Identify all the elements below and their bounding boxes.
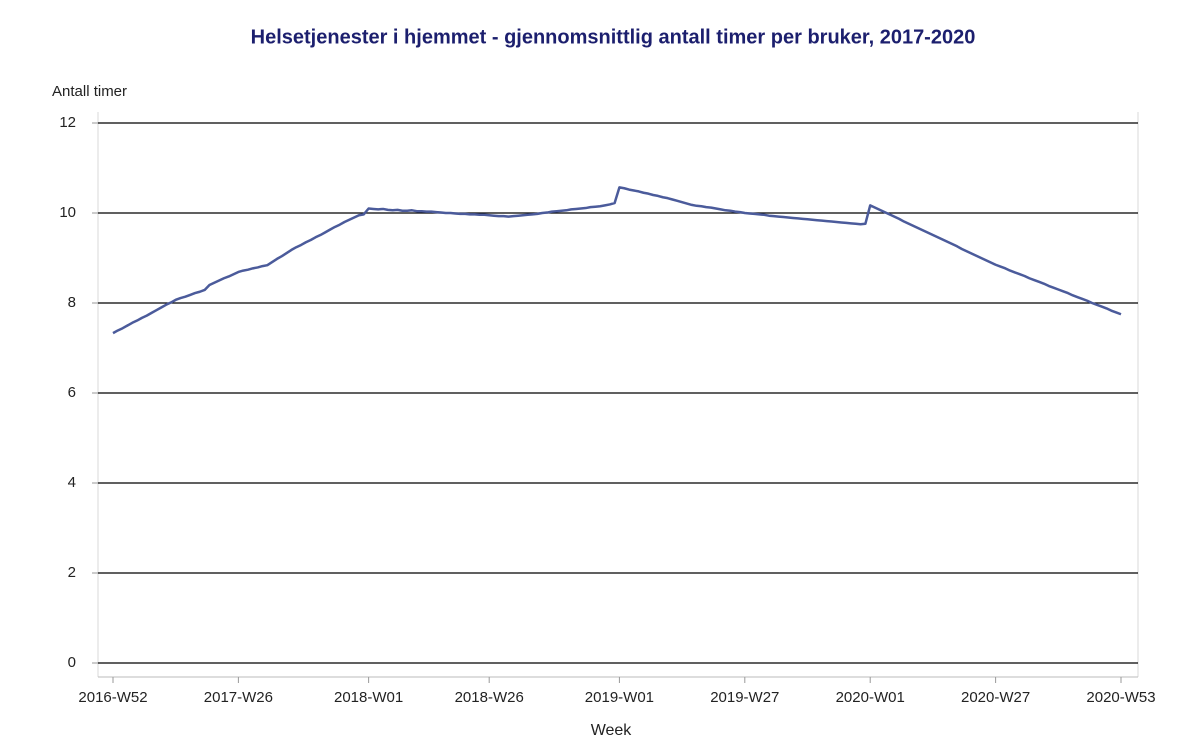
y-axis-label: Antall timer bbox=[52, 83, 127, 100]
x-tick-label: 2020-W01 bbox=[836, 689, 905, 706]
y-tick-label: 0 bbox=[68, 654, 76, 671]
x-tick-label: 2020-W27 bbox=[961, 689, 1030, 706]
y-tick-label: 10 bbox=[59, 204, 76, 221]
x-tick-label: 2019-W27 bbox=[710, 689, 779, 706]
y-tick-label: 6 bbox=[68, 384, 76, 401]
chart-title: Helsetjenester i hjemmet - gjennomsnittl… bbox=[251, 26, 976, 48]
y-tick-label: 2 bbox=[68, 564, 76, 581]
data-line bbox=[112, 186, 1122, 335]
x-tick-label: 2017-W26 bbox=[204, 689, 273, 706]
y-tick-label: 8 bbox=[68, 294, 76, 311]
x-axis-label: Week bbox=[591, 722, 633, 739]
x-tick-label: 2016-W52 bbox=[78, 689, 147, 706]
y-tick-label: 12 bbox=[59, 114, 76, 131]
x-tick-label: 2018-W26 bbox=[455, 689, 524, 706]
y-tick-label: 4 bbox=[68, 474, 76, 491]
x-tick-label: 2020-W53 bbox=[1086, 689, 1155, 706]
x-tick-label: 2019-W01 bbox=[585, 689, 654, 706]
x-tick-label: 2018-W01 bbox=[334, 689, 403, 706]
